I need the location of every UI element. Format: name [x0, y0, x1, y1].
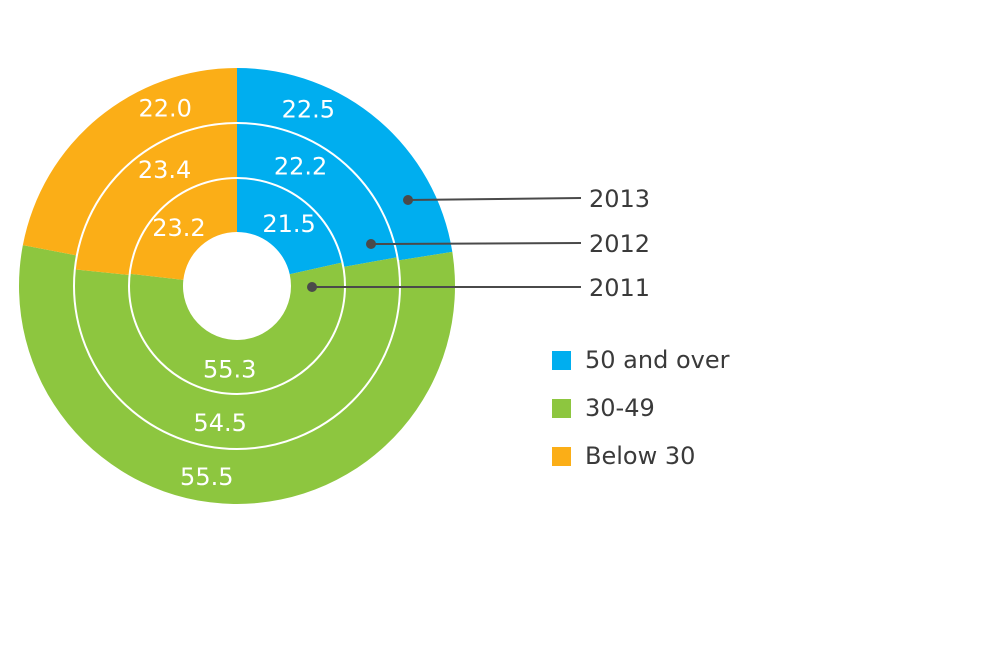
legend-label-below-30: Below 30 [585, 442, 696, 470]
value-label-2011-30-49: 55.3 [203, 355, 256, 383]
legend-label-50-and-over: 50 and over [585, 346, 730, 374]
callout-dot-2013 [403, 195, 413, 205]
slice-2012-50-and-over [237, 123, 398, 267]
legend-item-below-30: Below 30 [552, 432, 729, 480]
callout-line-2013 [407, 197, 582, 201]
slice-2012-30-49 [74, 257, 401, 449]
value-label-2013-below-30: 22.0 [139, 94, 192, 122]
slice-2011-50-and-over [237, 178, 343, 275]
slice-2011-below-30 [129, 178, 237, 280]
value-label-2013-30-49: 55.5 [180, 463, 233, 491]
callout-dot-2011 [307, 282, 317, 292]
legend-item-50-and-over: 50 and over [552, 336, 729, 384]
legend-label-30-49: 30-49 [585, 394, 655, 422]
callout-dot-2012 [366, 239, 376, 249]
slice-2013-below-30 [22, 68, 238, 256]
legend-swatch-30-49 [552, 398, 571, 418]
value-label-2012-below-30: 23.4 [138, 156, 191, 184]
ring-label-2012: 2012 [589, 230, 650, 258]
value-label-2011-50-and-over: 21.5 [262, 210, 315, 238]
slice-2013-50-and-over [237, 68, 453, 261]
callout-line-2012 [370, 242, 582, 245]
legend-swatch-below-30 [552, 446, 571, 466]
slice-2011-30-49 [128, 262, 345, 394]
legend-item-30-49: 30-49 [552, 384, 729, 432]
value-label-2012-50-and-over: 22.2 [274, 152, 327, 180]
legend: 50 and over 30-49 Below 30 [552, 336, 729, 480]
value-label-2012-30-49: 54.5 [193, 409, 246, 437]
slice-2012-below-30 [74, 123, 237, 276]
value-label-2011-below-30: 23.2 [152, 214, 205, 242]
ring-label-2011: 2011 [589, 274, 650, 302]
value-label-2013-50-and-over: 22.5 [282, 95, 335, 123]
slice-2013-30-49 [18, 245, 455, 504]
ring-label-2013: 2013 [589, 185, 650, 213]
legend-swatch-50-and-over [552, 350, 571, 370]
